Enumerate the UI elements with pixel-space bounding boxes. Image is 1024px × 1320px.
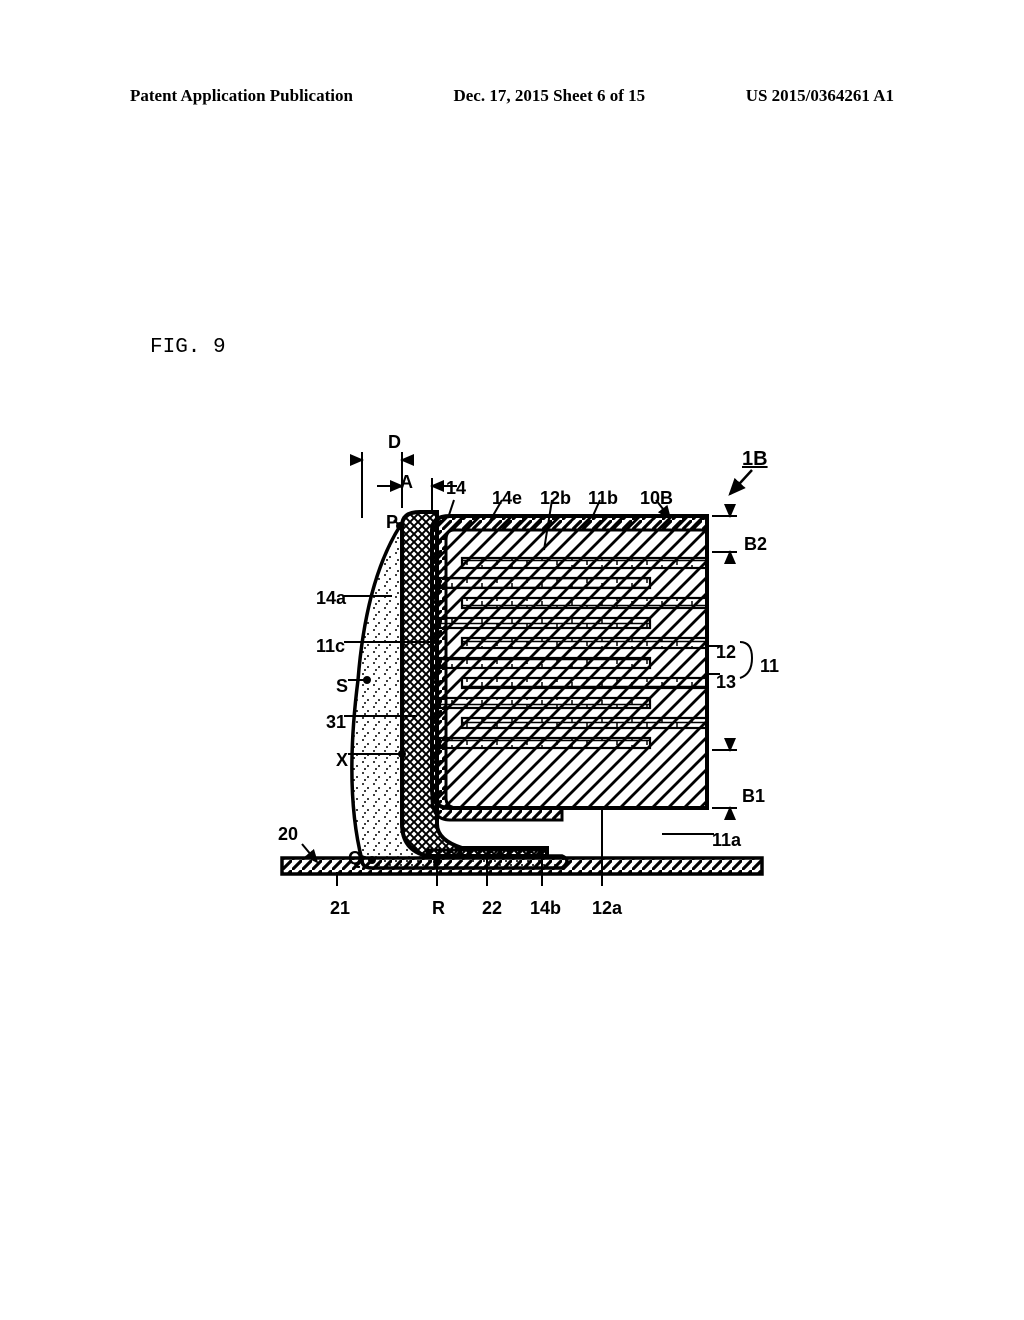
ref-label: X — [336, 750, 348, 771]
ref-label: 11a — [712, 830, 741, 851]
ref-label: 11c — [316, 636, 345, 657]
ref-label: B2 — [744, 534, 767, 555]
ref-label: Q — [348, 848, 362, 869]
ref-label: 14 — [446, 478, 466, 499]
ref-label: B1 — [742, 786, 765, 807]
ref-label: P — [386, 512, 398, 533]
ref-label: 10B — [640, 488, 673, 509]
page-header: Patent Application Publication Dec. 17, … — [0, 86, 1024, 106]
ref-label: 31 — [326, 712, 346, 733]
ref-label: 21 — [330, 898, 350, 919]
ref-label: 12b — [540, 488, 571, 509]
header-right: US 2015/0364261 A1 — [746, 86, 894, 106]
ref-label: 22 — [482, 898, 502, 919]
figure-label: FIG. 9 — [150, 336, 226, 359]
ref-label: 14b — [530, 898, 561, 919]
ref-label: R — [432, 898, 445, 919]
ref-label: 14a — [316, 588, 346, 609]
ref-label: 13 — [716, 672, 736, 693]
ref-label: 12a — [592, 898, 622, 919]
ref-label: 20 — [278, 824, 298, 845]
ref-label: D — [388, 432, 401, 453]
ref-label: A — [400, 472, 413, 493]
ref-label: 12 — [716, 642, 736, 663]
ref-label: 11b — [588, 488, 618, 509]
ref-label: S — [336, 676, 348, 697]
header-left: Patent Application Publication — [130, 86, 353, 106]
ref-label: 11 — [760, 656, 779, 677]
header-center: Dec. 17, 2015 Sheet 6 of 15 — [453, 86, 645, 106]
ref-label: 14e — [492, 488, 522, 509]
